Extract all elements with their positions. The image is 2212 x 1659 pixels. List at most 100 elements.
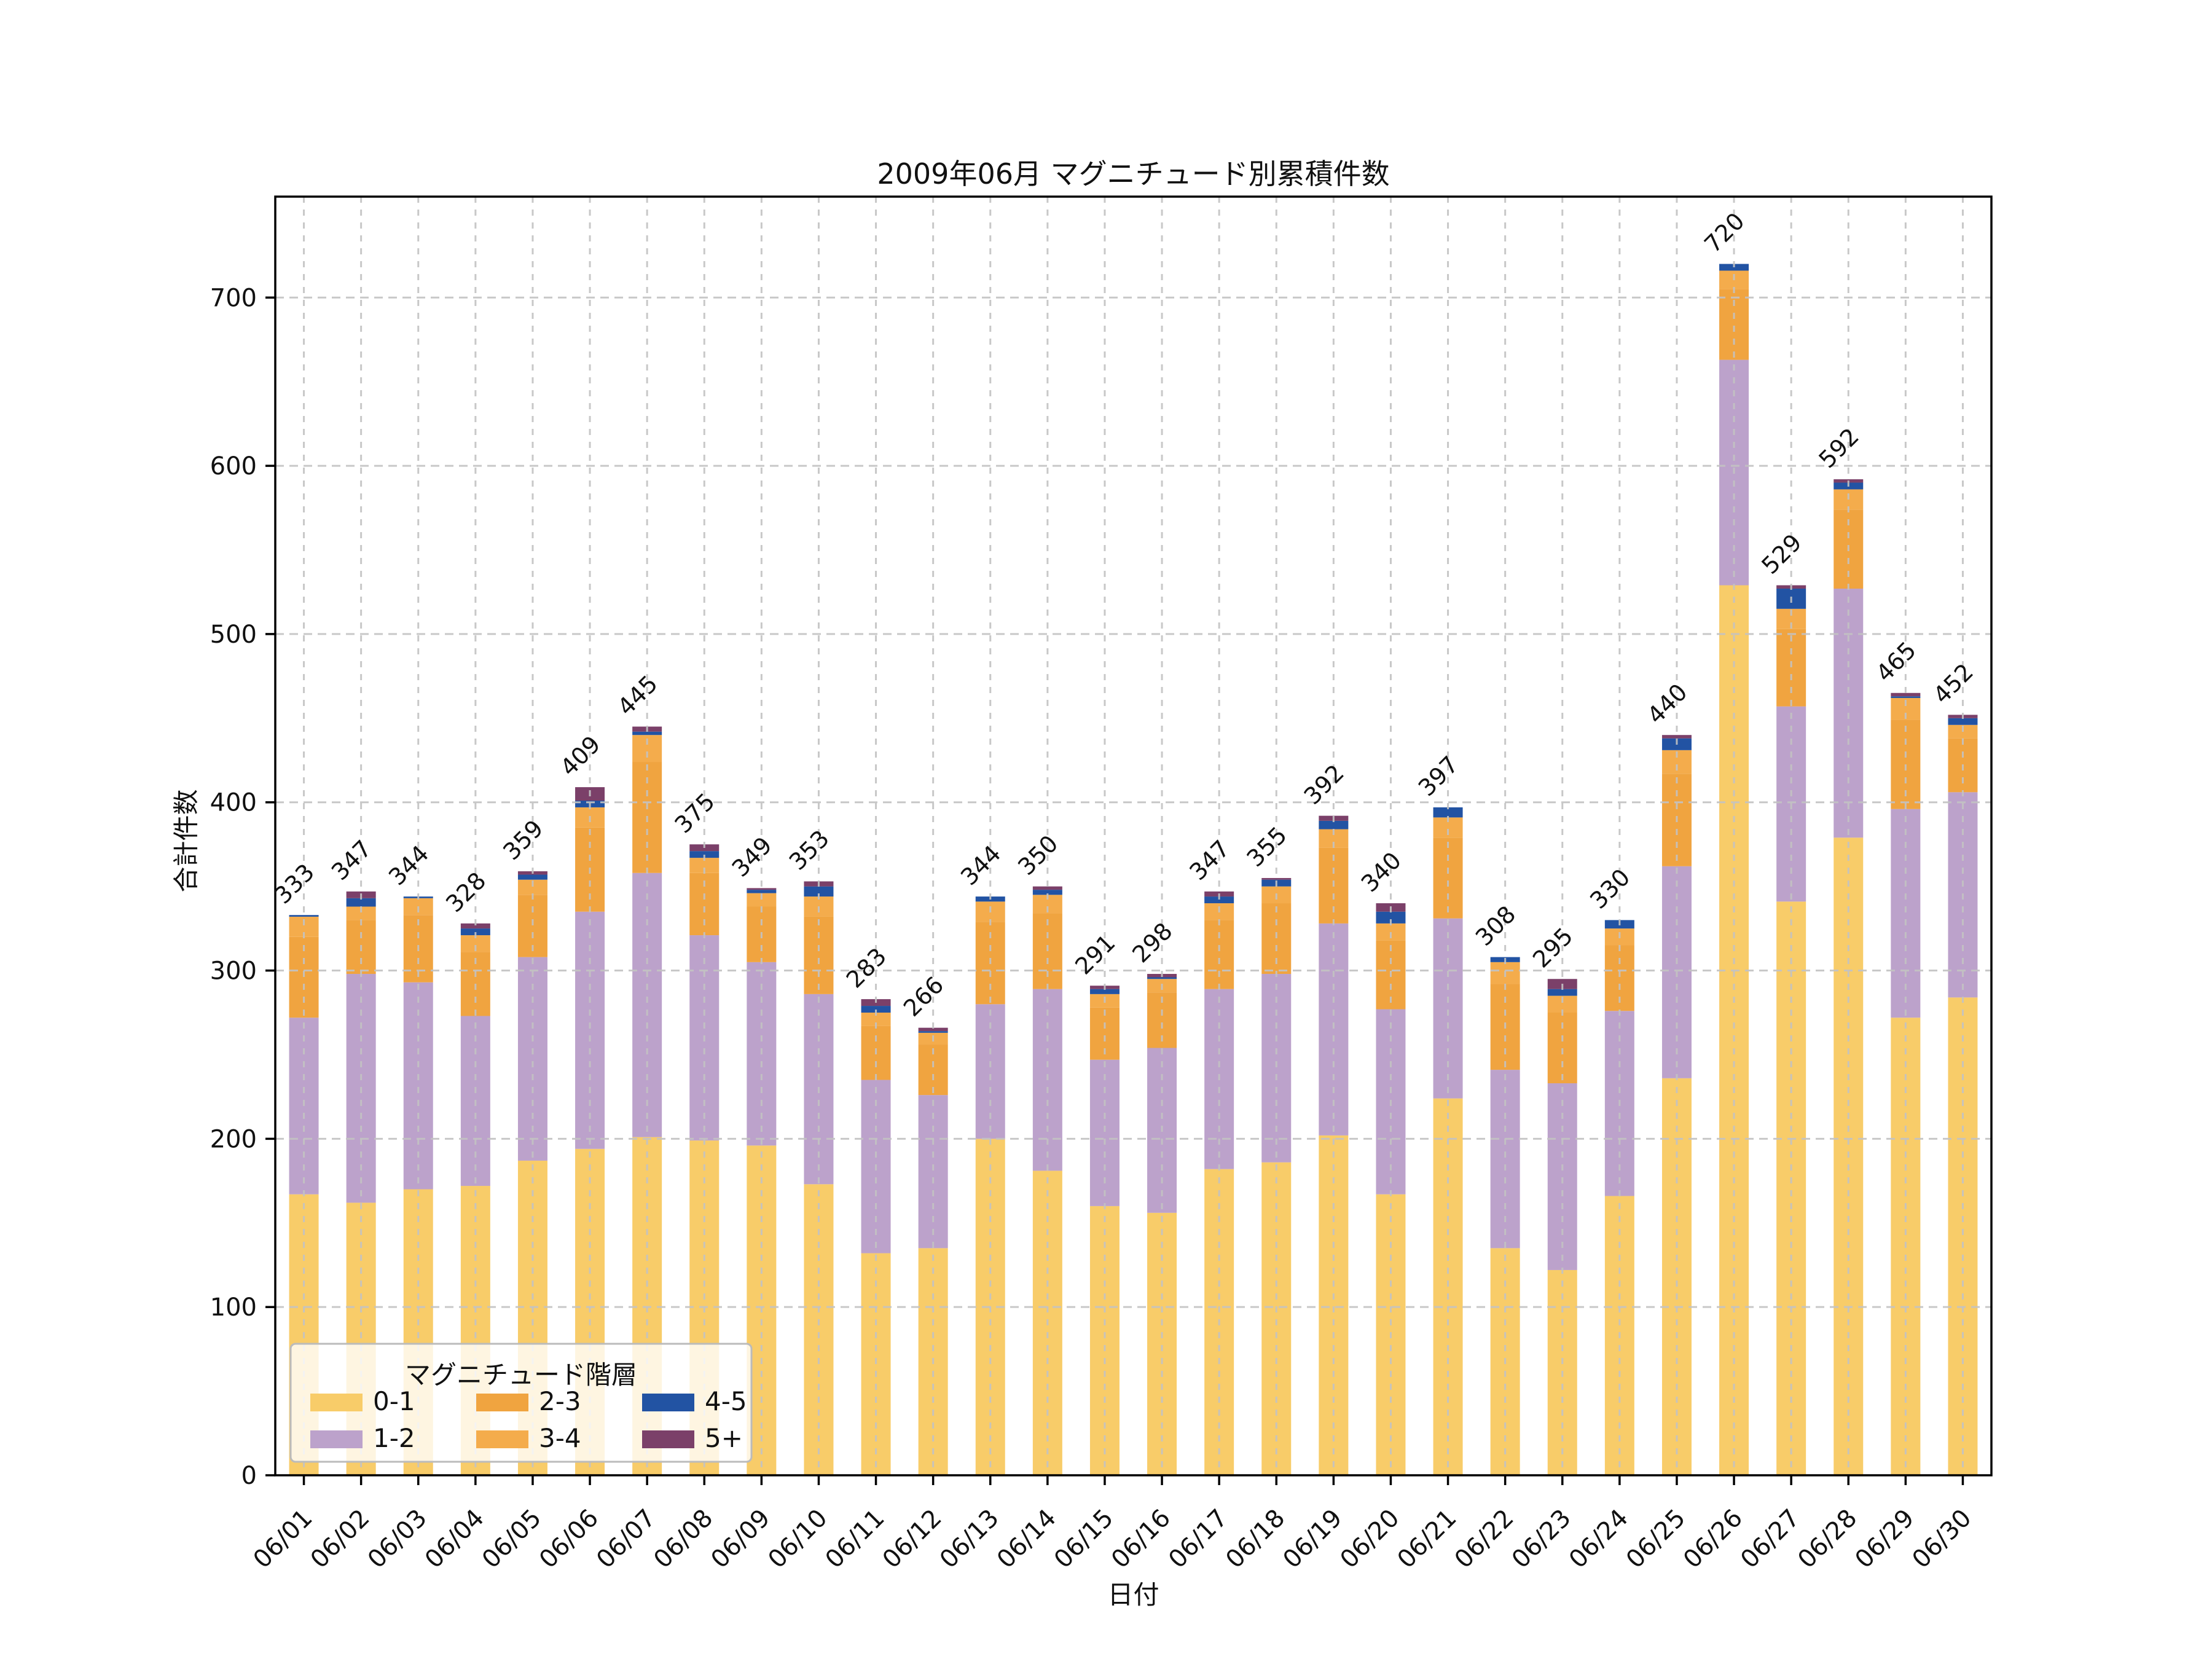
legend-label-1-2: 1-2: [373, 1423, 415, 1453]
legend-swatch-0-1: [310, 1394, 363, 1411]
x-tick-label: 06/07: [591, 1504, 661, 1574]
y-tick-label: 200: [210, 1125, 257, 1153]
legend-swatch-4-5: [642, 1394, 694, 1411]
bar-segment-2-3: [1776, 629, 1806, 707]
x-tick-label: 06/26: [1678, 1504, 1748, 1574]
legend-swatch-5+: [642, 1430, 694, 1448]
x-tick-label: 06/11: [820, 1504, 890, 1574]
bar-segment-4-5: [1891, 696, 1921, 698]
bar-total-label: 720: [1699, 207, 1749, 257]
bar-segment-0-1: [804, 1184, 834, 1475]
y-tick-label: 700: [210, 284, 257, 312]
x-tick-label: 06/02: [305, 1504, 375, 1574]
x-tick-label: 06/22: [1449, 1504, 1520, 1574]
bar-total-label: 291: [1070, 929, 1120, 979]
bar-segment-5+: [1032, 886, 1062, 890]
y-tick-label: 300: [210, 957, 257, 986]
bar-total-label: 347: [326, 835, 377, 885]
bar-total-label: 340: [1356, 847, 1406, 897]
x-tick-label: 06/15: [1049, 1504, 1119, 1574]
bar-total-label: 330: [1585, 863, 1635, 914]
legend-swatch-2-3: [476, 1394, 528, 1411]
bar-segment-5+: [918, 1027, 948, 1032]
y-tick-label: 100: [210, 1293, 257, 1322]
bar-segment-4-5: [346, 898, 376, 907]
bar-total-label: 409: [555, 731, 605, 781]
x-tick-label: 06/24: [1564, 1504, 1634, 1574]
bar-total-label: 308: [1470, 901, 1521, 951]
bar-segment-4-5: [517, 874, 547, 880]
x-tick-label: 06/08: [648, 1504, 718, 1574]
x-tick-label: 06/14: [992, 1504, 1062, 1574]
bar-segment-3-4: [346, 906, 376, 920]
x-tick-label: 06/20: [1335, 1504, 1405, 1574]
bar-segment-2-3: [1433, 837, 1463, 919]
bar-total-label: 375: [670, 788, 720, 838]
bar-total-label: 397: [1413, 751, 1464, 801]
legend-label-3-4: 3-4: [539, 1423, 581, 1453]
bar-segment-1-2: [1089, 1059, 1120, 1206]
legend-label-0-1: 0-1: [373, 1386, 415, 1416]
legend-label-5+: 5+: [705, 1423, 743, 1453]
x-tick-label: 06/29: [1849, 1504, 1920, 1574]
bar-total-label: 344: [955, 840, 1006, 890]
bar-segment-4-5: [1948, 718, 1978, 725]
bar-segment-4-5: [1319, 820, 1349, 830]
bar-segment-5+: [1261, 877, 1292, 880]
bar-total-label: 465: [1871, 637, 1921, 687]
bar-segment-4-5: [460, 928, 490, 936]
x-tick-label: 06/18: [1220, 1504, 1290, 1574]
legend-label-2-3: 2-3: [539, 1386, 581, 1416]
bar-total-label: 344: [383, 840, 434, 890]
bar-segment-1-2: [918, 1095, 948, 1249]
bar-segment-2-3: [1719, 289, 1749, 360]
bar-segment-4-5: [632, 731, 662, 735]
bar-total-label: 349: [727, 831, 777, 882]
bar-segment-4-5: [1032, 890, 1062, 895]
bar-total-label: 333: [269, 858, 320, 909]
bar-segment-3-4: [747, 893, 777, 907]
legend-label-4-5: 4-5: [705, 1386, 747, 1416]
bar-segment-5+: [1891, 692, 1921, 697]
bar-segment-4-5: [289, 915, 319, 917]
y-tick-label: 600: [210, 452, 257, 480]
x-tick-label: 06/16: [1106, 1504, 1176, 1574]
bar-segment-3-4: [861, 1013, 891, 1026]
legend-swatch-3-4: [476, 1430, 528, 1448]
bar-segment-4-5: [1204, 896, 1234, 904]
bar-total-label: 359: [498, 815, 548, 865]
x-tick-label: 06/06: [534, 1504, 604, 1574]
bar-total-label: 440: [1642, 678, 1692, 729]
bar-segment-4-5: [918, 1031, 948, 1033]
bar-segment-4-5: [861, 1006, 891, 1013]
bar-segment-5+: [1661, 735, 1692, 739]
bar-segment-0-1: [1661, 1078, 1692, 1475]
bar-segment-4-5: [1147, 977, 1177, 979]
bar-segment-4-5: [1719, 264, 1749, 271]
y-axis-label: 合計件数: [171, 789, 202, 893]
x-tick-label: 06/05: [477, 1504, 547, 1574]
axes-spines: [274, 195, 1993, 1477]
bar-total-label: 445: [612, 670, 662, 720]
bar-segment-2-3: [804, 916, 834, 994]
x-tick-label: 06/23: [1507, 1504, 1577, 1574]
bar-total-label: 529: [1756, 528, 1806, 579]
y-tick-label: 0: [241, 1462, 257, 1490]
x-tick-label: 06/03: [363, 1504, 433, 1574]
x-tick-label: 06/25: [1621, 1504, 1691, 1574]
x-tick-label: 06/01: [248, 1504, 318, 1574]
bar-total-label: 452: [1928, 658, 1979, 708]
bar-total-label: 295: [1528, 922, 1578, 973]
bar-total-label: 298: [1127, 917, 1177, 968]
bar-total-label: 328: [441, 867, 491, 917]
bar-segment-0-1: [1719, 585, 1749, 1476]
x-tick-label: 06/17: [1163, 1504, 1233, 1574]
bar-segment-5+: [747, 888, 777, 890]
bar-total-label: 347: [1184, 835, 1234, 885]
y-tick-label: 400: [210, 789, 257, 817]
legend-swatch-1-2: [310, 1430, 363, 1448]
x-tick-label: 06/12: [877, 1504, 947, 1574]
bar-total-label: 283: [841, 943, 892, 993]
